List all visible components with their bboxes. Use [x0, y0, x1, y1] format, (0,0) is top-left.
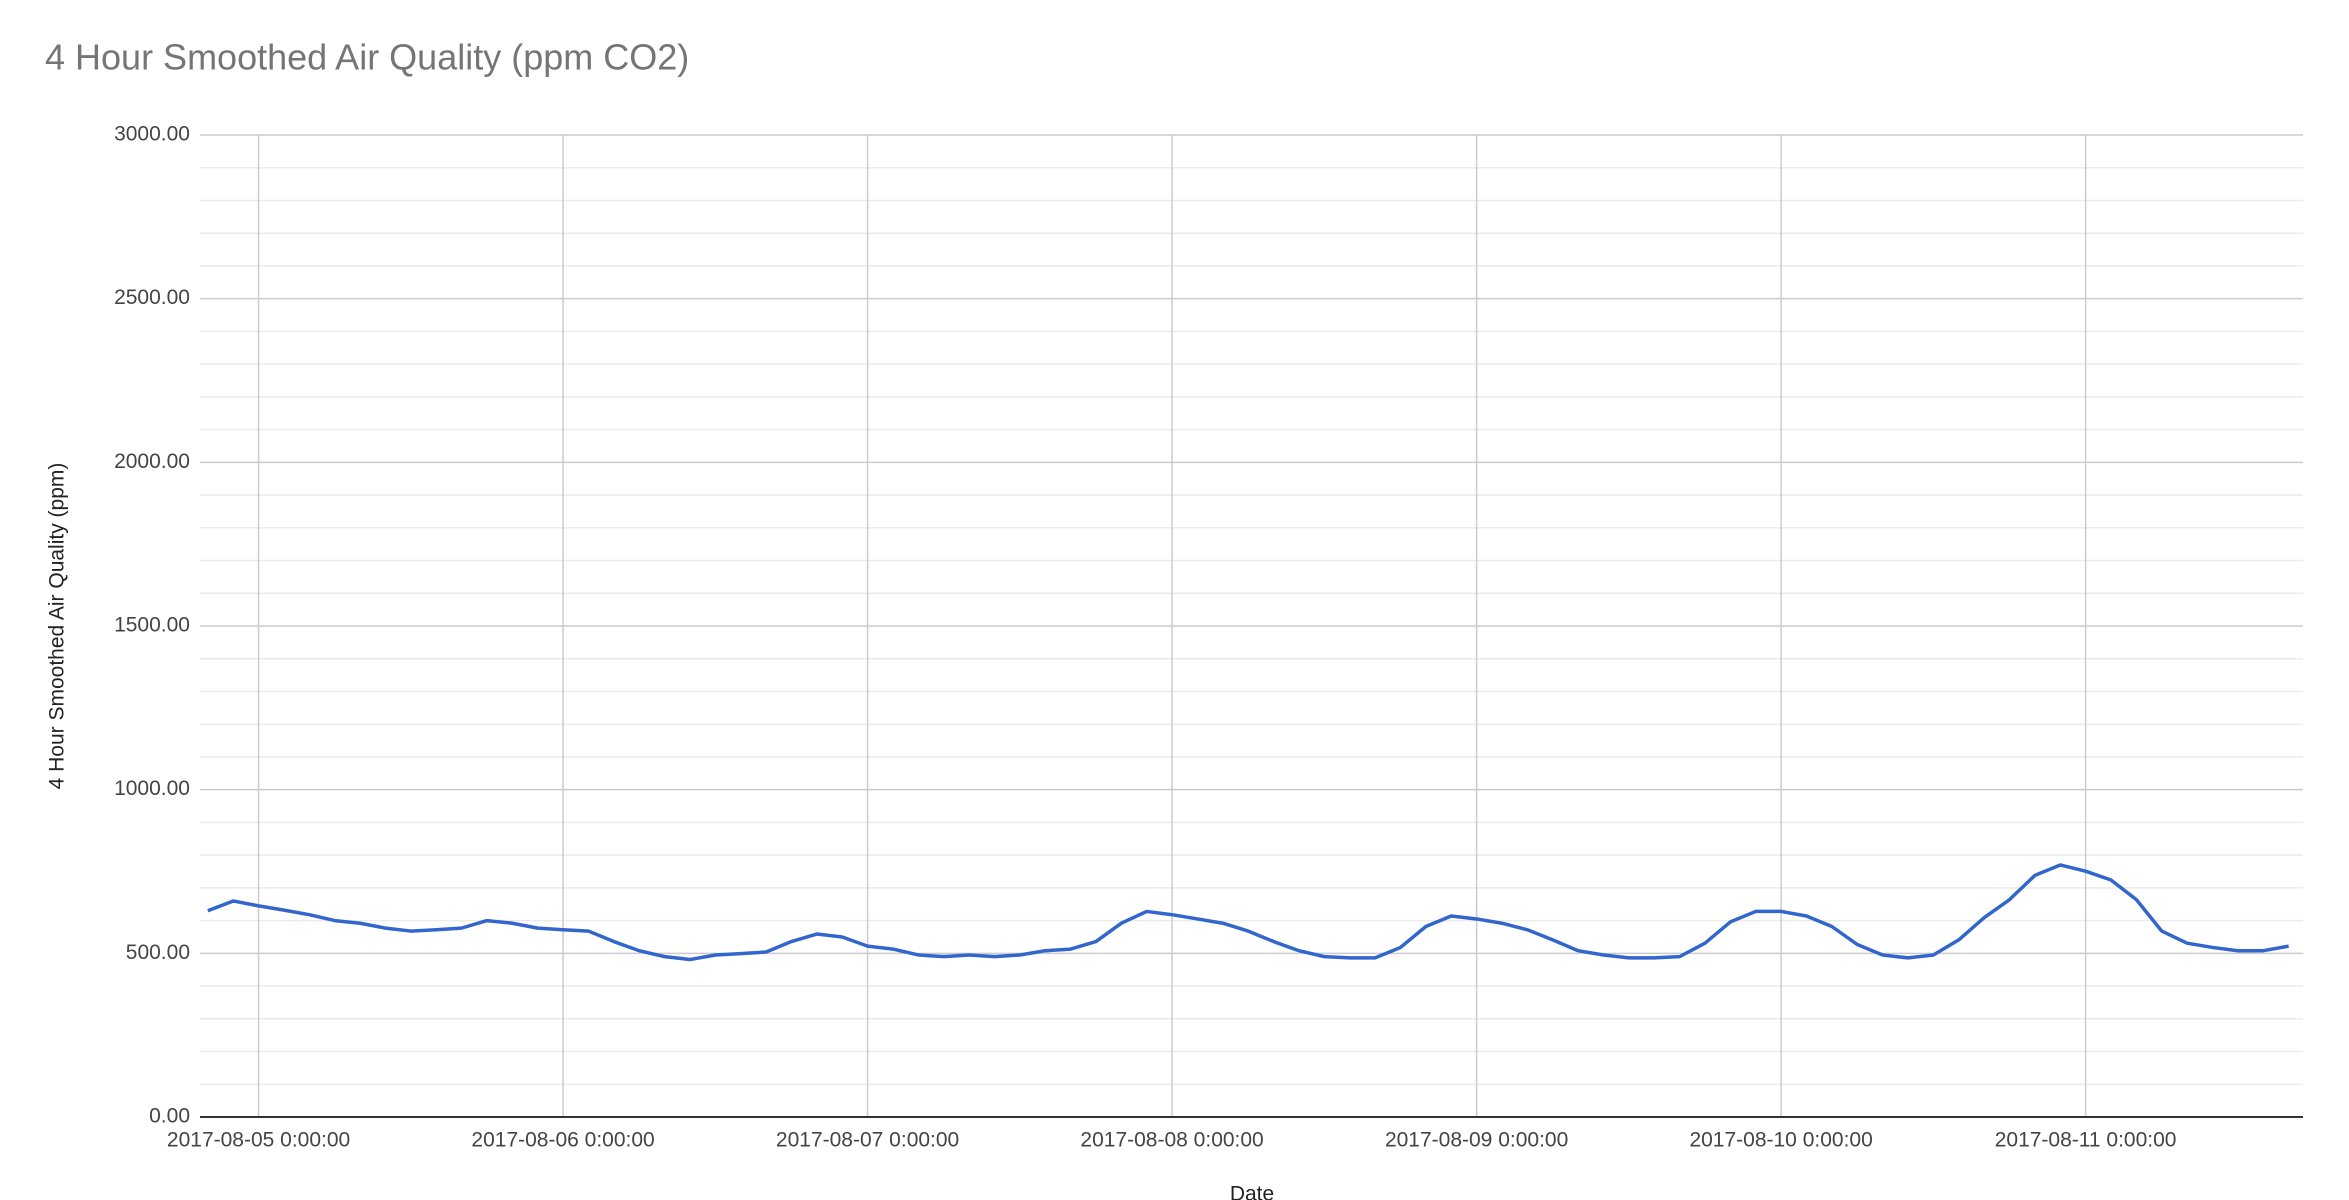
y-tick-label: 500.00 [126, 941, 190, 964]
chart-title: 4 Hour Smoothed Air Quality (ppm CO2) [45, 37, 689, 78]
x-tick-label: 2017-08-07 0:00:00 [776, 1129, 959, 1152]
x-tick-label: 2017-08-05 0:00:00 [167, 1129, 350, 1152]
x-tick-label: 2017-08-08 0:00:00 [1080, 1129, 1263, 1152]
y-tick-label: 0.00 [149, 1105, 190, 1128]
y-tick-label: 1000.00 [114, 777, 190, 800]
x-tick-label: 2017-08-06 0:00:00 [471, 1129, 654, 1152]
data-line [207, 863, 2289, 962]
x-tick-label: 2017-08-11 0:00:00 [1995, 1129, 2177, 1152]
y-axis-label: 4 Hour Smoothed Air Quality (ppm) [46, 463, 69, 790]
y-tick-label: 3000.00 [114, 123, 190, 146]
y-tick-label: 1500.00 [114, 614, 190, 637]
x-tick-label: 2017-08-09 0:00:00 [1385, 1129, 1568, 1152]
y-tick-label: 2500.00 [114, 286, 190, 309]
x-tick-label: 2017-08-10 0:00:00 [1689, 1129, 1872, 1152]
x-axis-label: Date [1230, 1183, 1274, 1200]
y-tick-label: 2000.00 [114, 450, 190, 473]
